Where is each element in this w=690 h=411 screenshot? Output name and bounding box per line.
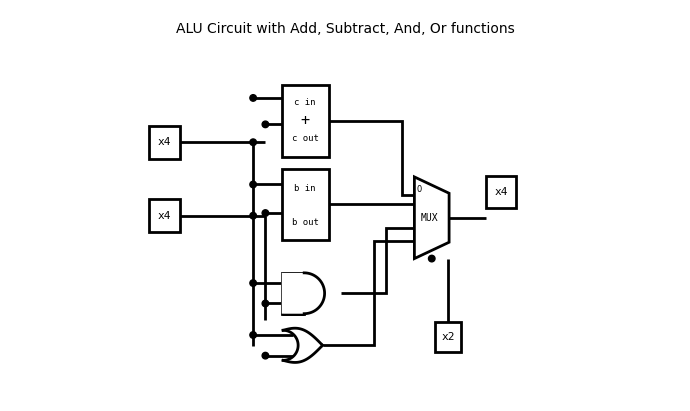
Circle shape (262, 121, 268, 128)
Text: 0: 0 (417, 185, 422, 194)
FancyBboxPatch shape (486, 175, 516, 208)
Text: x2: x2 (442, 332, 455, 342)
FancyBboxPatch shape (149, 126, 179, 159)
FancyBboxPatch shape (149, 199, 179, 232)
FancyBboxPatch shape (282, 85, 328, 157)
Polygon shape (282, 273, 324, 314)
Circle shape (250, 332, 257, 338)
Text: ALU Circuit with Add, Subtract, And, Or functions: ALU Circuit with Add, Subtract, And, Or … (176, 22, 514, 36)
Circle shape (262, 300, 268, 307)
Text: x4: x4 (495, 187, 508, 196)
Text: c in: c in (295, 98, 316, 107)
FancyBboxPatch shape (435, 322, 462, 353)
Text: x4: x4 (157, 137, 171, 147)
Polygon shape (415, 177, 449, 259)
Circle shape (428, 255, 435, 262)
Circle shape (250, 181, 257, 188)
Circle shape (250, 95, 257, 101)
Circle shape (250, 280, 257, 286)
Circle shape (250, 139, 257, 145)
Text: x4: x4 (157, 211, 171, 221)
Text: MUX: MUX (420, 213, 437, 223)
Text: +: + (301, 113, 310, 128)
Polygon shape (283, 328, 322, 363)
Text: c out: c out (292, 134, 319, 143)
Circle shape (262, 210, 268, 216)
FancyBboxPatch shape (282, 169, 328, 240)
Text: b out: b out (292, 218, 319, 227)
Circle shape (262, 352, 268, 359)
Text: b in: b in (295, 184, 316, 193)
FancyBboxPatch shape (282, 273, 304, 314)
Circle shape (250, 212, 257, 219)
